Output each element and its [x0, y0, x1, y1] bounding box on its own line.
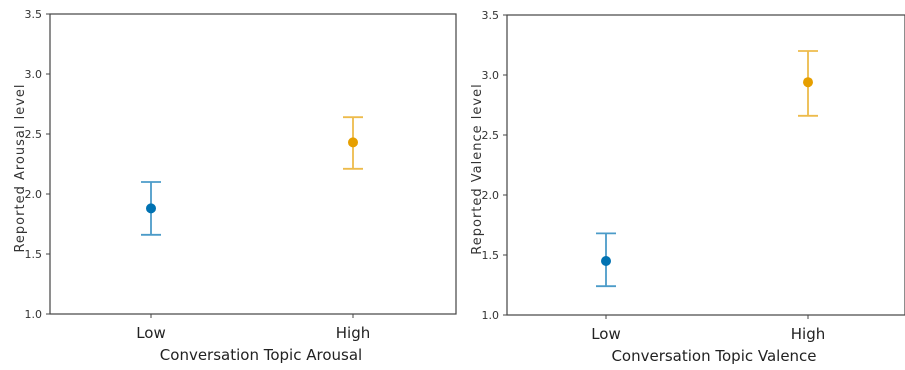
x-tick-label: Low: [136, 324, 166, 342]
x-tick-label: Low: [591, 325, 621, 343]
y-tick-label: 2.0: [25, 188, 43, 201]
data-point-low: [146, 203, 156, 214]
data-point-high: [348, 137, 358, 148]
y-tick-label: 2.0: [482, 189, 500, 202]
y-axis-label: Reported Arousal level: [13, 83, 28, 252]
x-axis-label: Conversation Topic Arousal: [160, 346, 362, 364]
chart-panel-1: 1.0 1.5 2.0 2.5 3.0 3.5 Low High Conversation To…: [13, 8, 457, 364]
y-tick-label: 1.0: [482, 309, 500, 322]
plot-frame: [506, 14, 905, 316]
y-tick-label: 3.5: [25, 8, 43, 21]
y-axis-label: Reported Valence level: [470, 83, 485, 254]
y-tick-label: 3.0: [482, 69, 500, 82]
x-tick-label: High: [336, 324, 370, 342]
chart-panel-2: 1.0 1.5 2.0 2.5 3.0 3.5 Low High Conversation To…: [470, 9, 905, 365]
data-point-low: [601, 256, 611, 266]
y-tick-label: 1.5: [25, 248, 43, 261]
y-tick-label: 1.0: [25, 308, 43, 321]
y-tick-label: 2.5: [482, 129, 500, 142]
plot-frame: [49, 13, 457, 315]
y-tick-label: 3.5: [482, 9, 500, 22]
x-tick-label: High: [791, 325, 825, 343]
y-tick-label: 3.0: [25, 68, 43, 81]
data-point-high: [803, 77, 813, 88]
y-tick-label: 2.5: [25, 128, 43, 141]
x-axis-label: Conversation Topic Valence: [611, 347, 816, 365]
y-tick-label: 1.5: [482, 249, 500, 262]
